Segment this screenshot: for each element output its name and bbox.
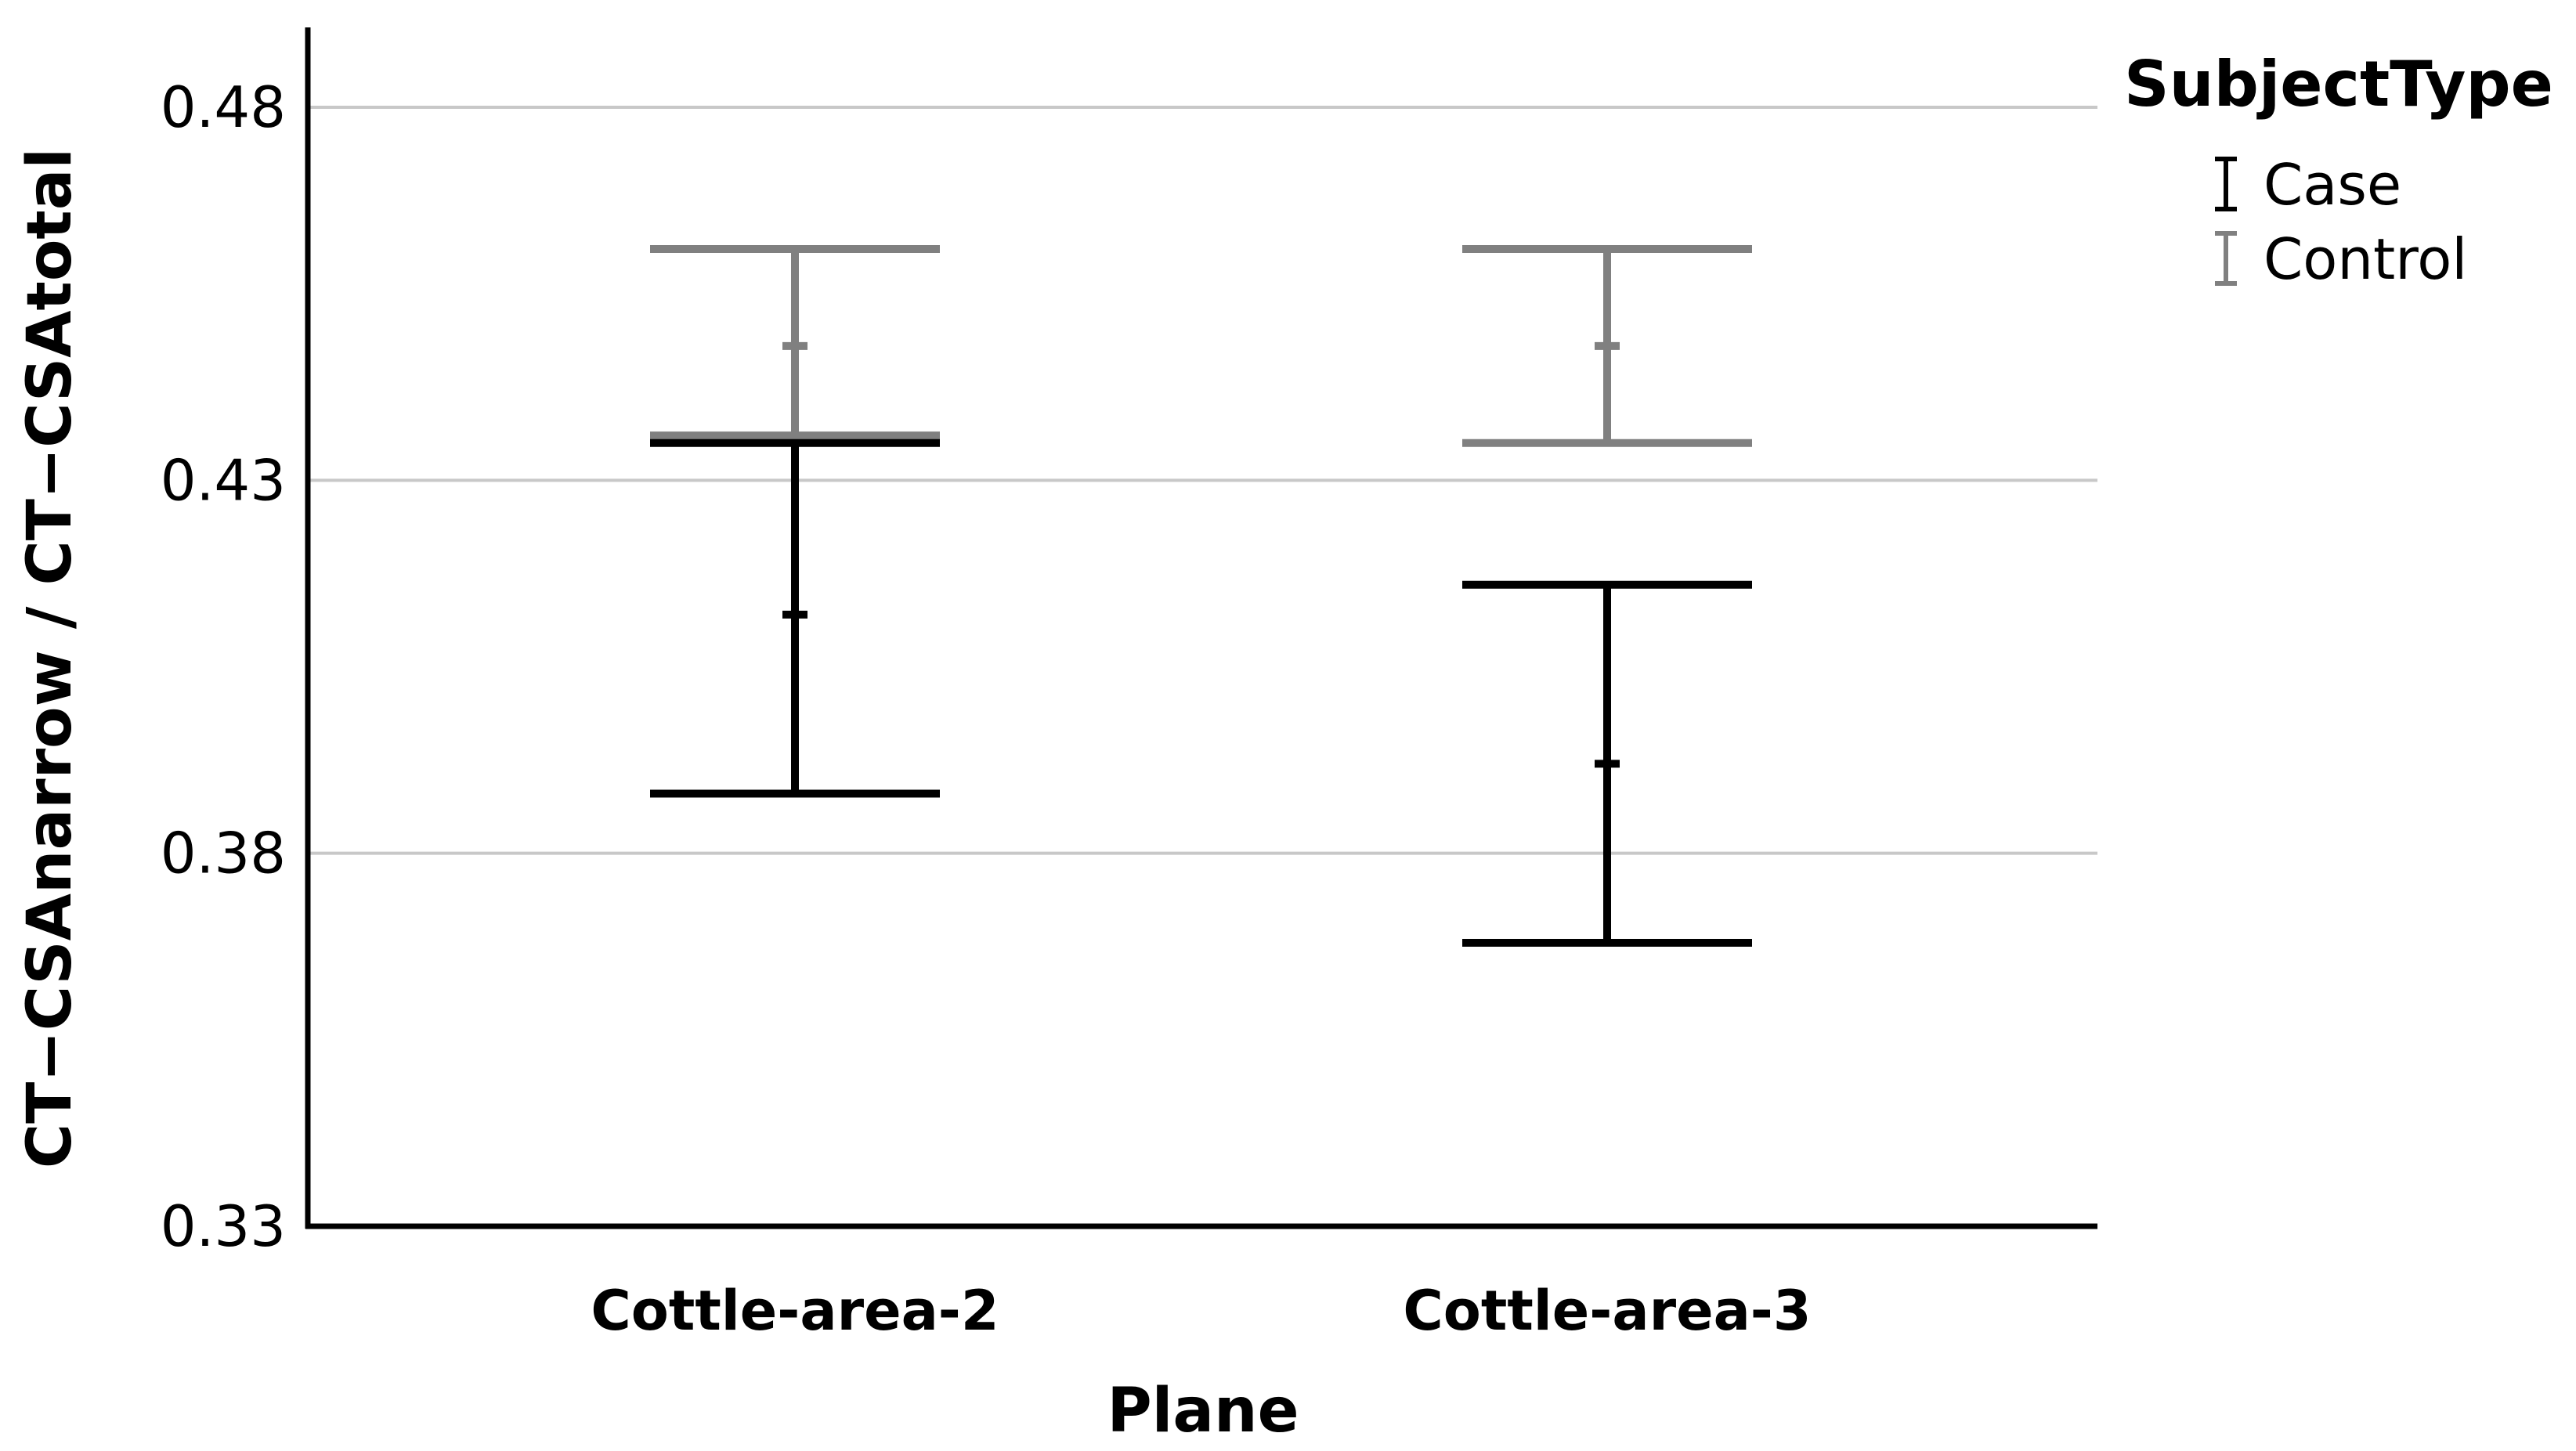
error-bar (1462, 580, 1752, 947)
legend: SubjectType Case Control (2124, 48, 2553, 292)
x-category-label: Cottle-area-3 (1403, 1279, 1811, 1343)
error-bar (650, 439, 940, 798)
y-tick-label: 0.43 (161, 447, 286, 513)
error-bar (1462, 245, 1752, 447)
series-control (650, 245, 1752, 447)
error-bar-series (650, 245, 1752, 947)
legend-items: Case Control (2215, 152, 2467, 292)
gridlines (308, 106, 2097, 855)
y-tick-labels: 0.33 0.38 0.43 0.48 (161, 74, 286, 1259)
errorbar-icon (2215, 231, 2237, 286)
y-tick-label: 0.38 (161, 821, 286, 886)
axes (305, 27, 2097, 1229)
legend-item-case: Case (2215, 152, 2401, 218)
legend-title: SubjectType (2124, 48, 2553, 121)
y-axis-title: CT−CSAnarrow / CT−CSAtotal (15, 148, 85, 1168)
error-bar (650, 245, 940, 440)
y-tick-label: 0.48 (161, 74, 286, 140)
x-category-label: Cottle-area-2 (591, 1279, 999, 1343)
legend-label: Case (2263, 152, 2401, 218)
y-tick-label: 0.33 (161, 1193, 286, 1259)
x-axis-title: Plane (1107, 1376, 1299, 1446)
errorbar-icon (2215, 157, 2237, 211)
legend-item-control: Control (2215, 226, 2467, 292)
x-category-labels: Cottle-area-2 Cottle-area-3 (591, 1279, 1811, 1343)
legend-label: Control (2263, 226, 2467, 292)
series-case (650, 439, 1752, 947)
